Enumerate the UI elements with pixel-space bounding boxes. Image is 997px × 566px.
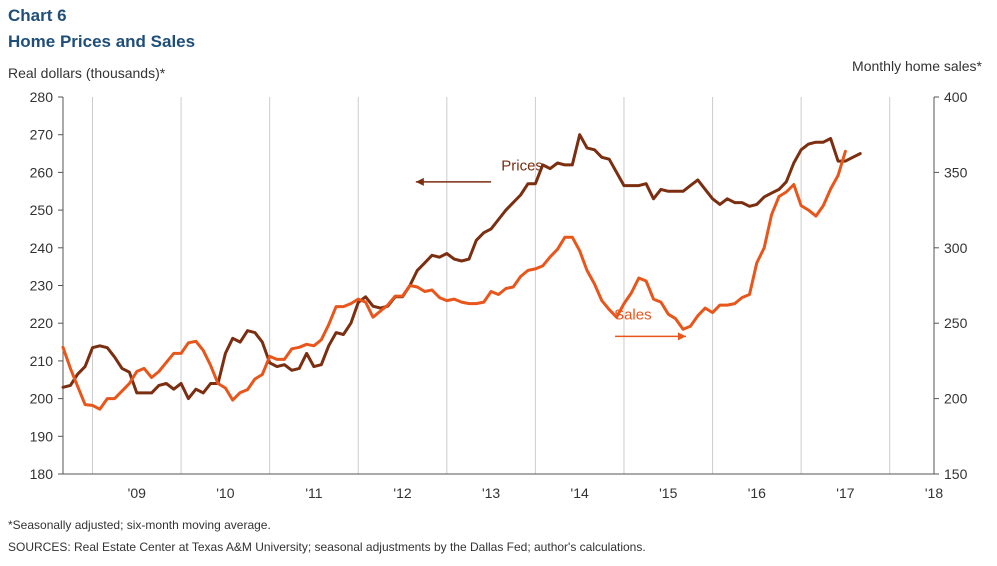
arrow-head-prices — [415, 177, 424, 186]
x-tick-label: '11 — [305, 485, 322, 501]
x-tick-label: '16 — [748, 485, 766, 501]
y-tick-label-left: 210 — [30, 353, 54, 369]
x-tick-label: '13 — [482, 485, 500, 501]
y-tick-label-right: 200 — [944, 391, 968, 407]
y-tick-label-left: 230 — [30, 278, 54, 294]
y-ticks-left: 180 190 200 210 220 230 240 250 260 270 280 — [30, 89, 63, 482]
x-tick-label: '12 — [393, 485, 411, 501]
arrow-head-sales — [677, 332, 686, 341]
y-tick-label-left: 260 — [30, 164, 54, 180]
y-tick-label-left: 180 — [30, 466, 54, 482]
y-tick-label-left: 190 — [30, 428, 54, 444]
series-label-sales: Sales — [614, 306, 652, 323]
y-tick-label-left: 200 — [30, 391, 54, 407]
x-tick-label: '17 — [836, 485, 854, 501]
y-tick-label-right: 400 — [944, 89, 968, 105]
y-tick-label-left: 270 — [30, 127, 54, 143]
series-lines — [61, 133, 862, 411]
x-tick-label: '15 — [659, 485, 677, 501]
x-tick-label: '10 — [216, 485, 234, 501]
y-tick-label-left: 280 — [30, 89, 54, 105]
y-tick-label-left: 240 — [30, 240, 54, 256]
axes — [62, 97, 935, 475]
y-tick-label-right: 300 — [944, 240, 968, 256]
series-line-prices — [61, 133, 862, 401]
annotations: Prices Sales — [415, 158, 686, 341]
x-ticks: '09 '10 '11 '12 '13 '14 '15 '16 '17 '18 — [128, 485, 944, 501]
y-tick-label-left: 220 — [30, 315, 54, 331]
y-ticks-right: 150 200 250 300 350 400 — [934, 89, 968, 482]
sources-note: SOURCES: Real Estate Center at Texas A&M… — [8, 540, 646, 554]
chart-number: Chart 6 — [8, 6, 67, 25]
y-tick-label-left: 250 — [30, 202, 54, 218]
y-axis-label-right: Monthly home sales* — [852, 58, 982, 74]
y-tick-label-right: 350 — [944, 164, 968, 180]
footnote: *Seasonally adjusted; six-month moving a… — [8, 518, 271, 532]
x-tick-label: '18 — [925, 485, 943, 501]
chart-title: Home Prices and Sales — [8, 32, 196, 51]
series-label-prices: Prices — [501, 158, 543, 175]
x-tick-label: '09 — [128, 485, 146, 501]
x-tick-label: '14 — [571, 485, 589, 501]
y-tick-label-right: 150 — [944, 466, 968, 482]
y-axis-label-left: Real dollars (thousands)* — [8, 65, 166, 81]
series-line-sales — [61, 149, 847, 411]
y-tick-label-right: 250 — [944, 315, 968, 331]
x-gridlines — [91, 97, 891, 474]
